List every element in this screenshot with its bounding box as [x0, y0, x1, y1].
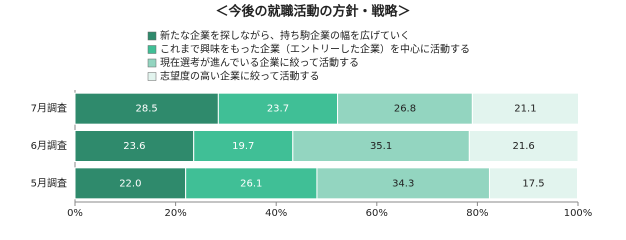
- legend-label: 新たな企業を探しながら、持ち駒企業の幅を広げていく: [160, 29, 410, 42]
- data-label: 35.1: [370, 141, 392, 152]
- data-label: 34.3: [392, 178, 414, 189]
- data-label: 19.7: [232, 141, 254, 152]
- bar-segment: [292, 130, 470, 162]
- legend-swatch: [147, 31, 157, 41]
- data-label: 23.7: [267, 104, 289, 115]
- data-label: 26.1: [240, 178, 262, 189]
- data-label: 23.6: [123, 141, 145, 152]
- bar-segment: [316, 167, 490, 200]
- bar-segment: [488, 167, 578, 200]
- data-label: 21.1: [514, 104, 536, 115]
- y-tick-label: 6月調査: [31, 139, 67, 152]
- data-label: 22.0: [119, 178, 141, 189]
- data-label: 26.8: [394, 104, 416, 115]
- x-tick-label: 40%: [265, 208, 287, 219]
- chart: ＜今後の就職活動の方針・戦略＞ 新たな企業を探しながら、持ち駒企業の幅を広げてい…: [31, 4, 593, 220]
- bar-segment: [217, 92, 339, 125]
- data-label: 28.5: [136, 104, 158, 115]
- y-tick-label: 7月調査: [31, 102, 67, 115]
- bar-segment: [468, 130, 579, 162]
- bar-segment: [471, 92, 580, 125]
- x-tick-label: 80%: [466, 208, 488, 219]
- bar-segment: [193, 130, 294, 162]
- legend-label: 現在選考が進んでいる企業に絞って活動する: [160, 56, 359, 69]
- y-tick-label: 5月調査: [31, 176, 67, 189]
- legend-swatch: [147, 45, 157, 54]
- legend-swatch: [147, 58, 157, 68]
- data-label: 17.5: [522, 178, 544, 189]
- bar-segment: [74, 167, 187, 200]
- chart-title: ＜今後の就職活動の方針・戦略＞: [215, 4, 410, 20]
- data-label: 21.6: [513, 141, 535, 152]
- legend-swatch: [147, 72, 157, 81]
- x-tick-label: 60%: [366, 208, 388, 219]
- x-tick-label: 100%: [564, 208, 593, 219]
- legend-label: これまで興味をもった企業（エントリーした企業）を中心に活動する: [160, 43, 470, 56]
- legend-label: 志望度の高い企業に絞って活動する: [160, 70, 320, 83]
- x-tick-label: 0%: [67, 208, 83, 219]
- x-tick-label: 20%: [164, 208, 186, 219]
- bar-segment: [74, 92, 219, 125]
